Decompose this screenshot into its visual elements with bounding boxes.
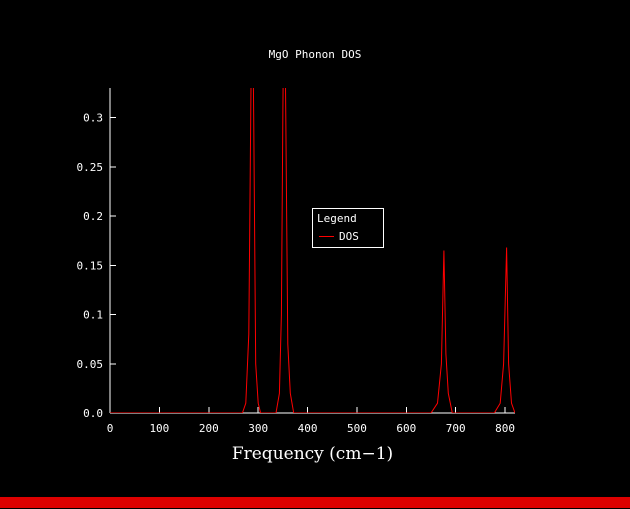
x-tick-label: 600 <box>396 422 416 435</box>
x-tick-label: 200 <box>199 422 219 435</box>
y-tick-label: 0.3 <box>83 112 103 125</box>
y-tick-label: 0.1 <box>83 309 103 322</box>
y-tick-label: 0.05 <box>77 358 104 371</box>
x-tick-label: 400 <box>298 422 318 435</box>
y-ticks: 0.0 0.05 0.1 0.15 0.2 0.25 0.3 <box>77 112 116 420</box>
dos-curve <box>110 88 515 413</box>
y-tick-label: 0.25 <box>77 161 104 174</box>
y-tick-label: 0.0 <box>83 407 103 420</box>
legend-entry: DOS <box>317 230 379 243</box>
legend-entry-label: DOS <box>339 230 359 243</box>
legend-line-sample <box>319 236 334 237</box>
axes <box>109 88 515 414</box>
legend-title: Legend <box>317 212 357 225</box>
x-tick-label: 700 <box>446 422 466 435</box>
y-tick-label: 0.2 <box>83 210 103 223</box>
bottom-red-bar <box>0 497 630 508</box>
x-ticks: 0 100 200 300 400 500 600 700 800 <box>107 407 515 435</box>
legend-box: Legend DOS <box>312 208 384 248</box>
x-tick-label: 100 <box>149 422 169 435</box>
x-tick-label: 500 <box>347 422 367 435</box>
y-tick-label: 0.15 <box>77 259 104 272</box>
chart-title: MgO Phonon DOS <box>268 48 362 61</box>
x-tick-label: 0 <box>107 422 114 435</box>
x-tick-label: 300 <box>248 422 268 435</box>
x-axis-label: Frequency (cm−1) <box>231 444 394 464</box>
x-tick-label: 800 <box>495 422 515 435</box>
